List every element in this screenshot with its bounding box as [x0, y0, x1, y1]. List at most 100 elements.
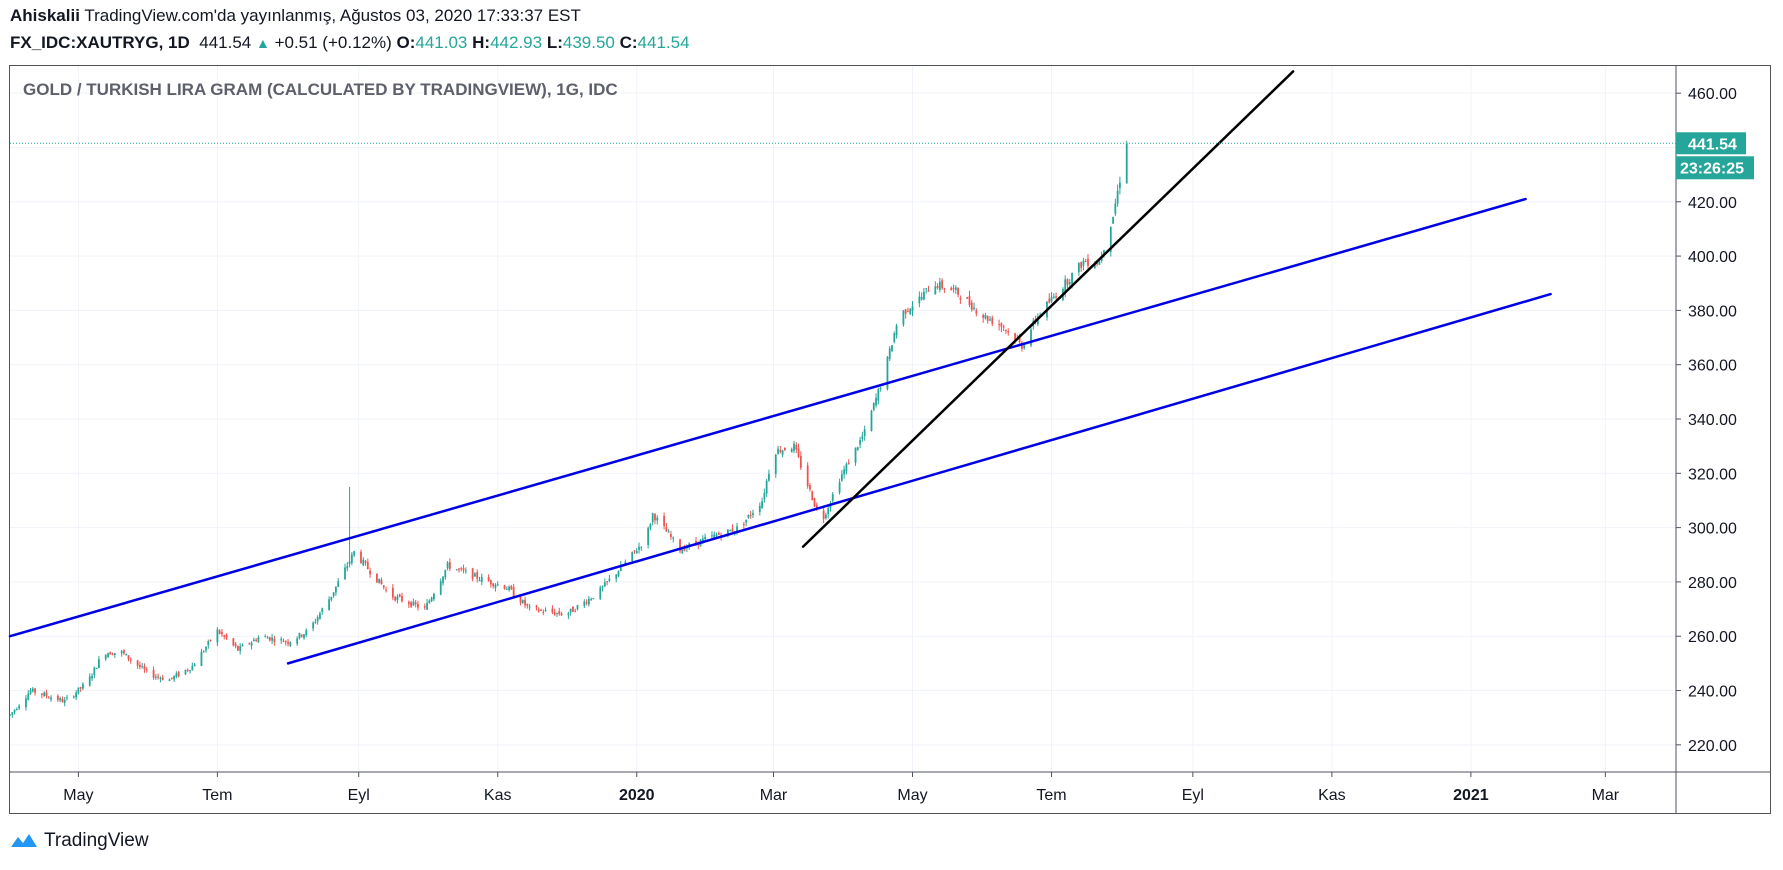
candle-body [510, 586, 513, 590]
candle-body [474, 573, 476, 577]
candle-body [526, 603, 529, 606]
candle-body [88, 676, 91, 686]
candle-body [973, 307, 975, 309]
candle-body [512, 587, 515, 597]
candle-body [95, 667, 98, 669]
y-tick-label: 260.00 [1688, 629, 1737, 646]
candle-body [729, 530, 732, 532]
candle-body [266, 637, 269, 639]
candle-body [18, 705, 21, 709]
candle-body [496, 584, 499, 586]
candle-body [75, 692, 77, 698]
candle-body [446, 562, 449, 569]
candle-body [975, 310, 978, 314]
candle-body [1014, 333, 1016, 342]
candle-body [927, 290, 930, 292]
candle-body [346, 565, 349, 569]
candle-body [886, 356, 889, 390]
candle-body [382, 585, 385, 588]
candle-body [321, 608, 324, 612]
candle-body [941, 280, 944, 289]
x-tick-label: Eyl [348, 787, 370, 804]
candle-body [191, 665, 194, 671]
candle-body [747, 514, 750, 518]
candle-body [909, 308, 912, 314]
x-tick-label: May [63, 787, 93, 804]
candle-body [111, 654, 114, 656]
candle-body [918, 296, 921, 304]
candle-body [528, 606, 531, 608]
candle-body [763, 492, 766, 500]
candle-body [47, 697, 50, 699]
candle-body [783, 447, 786, 451]
candle-body [838, 482, 841, 493]
candle-body [170, 677, 173, 679]
candle-body [50, 697, 52, 700]
candle-body [638, 546, 640, 550]
candle-body [471, 568, 474, 579]
y-tick-label: 320.00 [1688, 466, 1737, 483]
publish-info: Ahiskalii TradingView.com'da yayınlanmış… [10, 6, 581, 26]
candle-body [360, 551, 362, 563]
candle-body [950, 287, 953, 291]
x-tick-label: Mar [1592, 787, 1620, 804]
candle-body [97, 659, 100, 668]
high-value: 442.93 [490, 33, 543, 52]
candle-body [1080, 262, 1083, 268]
candle-body [893, 333, 896, 343]
candle-body [765, 480, 768, 494]
candle-body [1066, 279, 1069, 285]
x-tick-label: Mar [760, 787, 788, 804]
candle-body [1055, 296, 1057, 298]
candle-body [524, 599, 526, 606]
candle-body [225, 634, 228, 639]
y-tick-label: 400.00 [1688, 249, 1737, 266]
y-tick-label: 280.00 [1688, 575, 1737, 592]
candle-body [11, 712, 14, 715]
candle-body [567, 613, 570, 616]
candle-body [911, 306, 914, 311]
candle-body [241, 644, 244, 647]
candle-body [535, 605, 538, 608]
candle-body [957, 287, 959, 295]
candle-body [348, 561, 351, 565]
candle-body [239, 645, 242, 651]
candle-body [391, 587, 394, 598]
candle-body [15, 709, 18, 711]
candle-body [749, 514, 752, 516]
y-tick-label: 360.00 [1688, 358, 1737, 375]
candle-body [847, 462, 850, 465]
candle-body [585, 602, 588, 604]
candle-body [624, 561, 627, 566]
candle-body [494, 584, 497, 588]
candle-body [34, 688, 36, 693]
candle-body [312, 622, 315, 629]
candle-body [1007, 331, 1010, 333]
candle-body [448, 562, 451, 569]
candle-body [558, 611, 561, 615]
candle-body [200, 651, 203, 667]
author-name[interactable]: Ahiskalii [10, 6, 80, 25]
candle-body [713, 534, 716, 538]
candle-body [305, 630, 308, 636]
candle-body [1005, 330, 1007, 332]
x-tick-label: May [897, 787, 927, 804]
candle-body [1030, 329, 1032, 346]
candle-body [1064, 279, 1067, 292]
x-tick-label: Kas [484, 787, 512, 804]
up-triangle-icon: ▲ [255, 35, 270, 51]
candle-body [1112, 216, 1114, 224]
candle-body [986, 316, 989, 321]
symbol-label: FX_IDC:XAUTRYG, 1D [10, 33, 190, 52]
candle-body [923, 291, 925, 300]
candle-body [303, 634, 305, 639]
candle-body [82, 684, 84, 689]
close-label: C: [619, 33, 638, 52]
candle-body [428, 600, 431, 604]
candle-body [66, 697, 68, 699]
candle-body [505, 588, 508, 590]
candle-body [264, 636, 267, 638]
candle-body [508, 586, 511, 591]
candle-body [410, 602, 413, 607]
